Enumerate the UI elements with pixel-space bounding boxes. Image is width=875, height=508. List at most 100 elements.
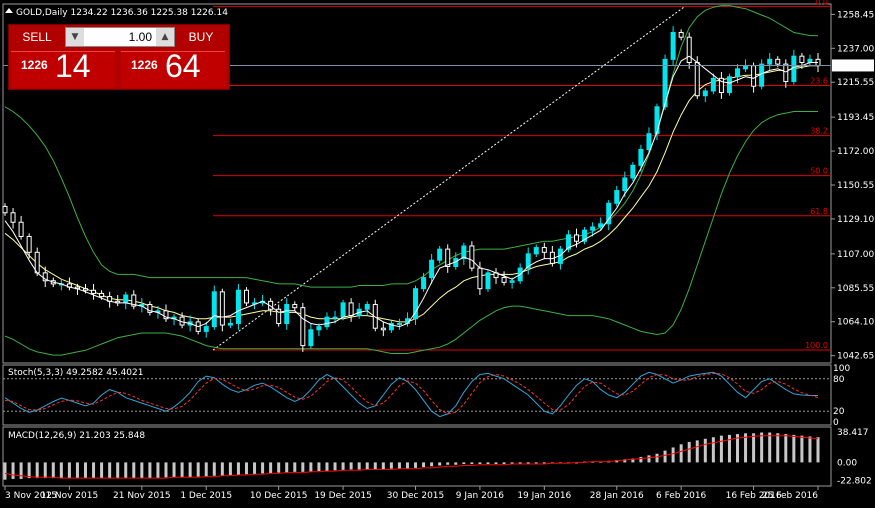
fibonacci-level-label: 50.0 xyxy=(810,167,828,176)
macd-histogram-bar xyxy=(116,462,120,479)
candle-body xyxy=(2,205,8,214)
lot-size-value[interactable]: 1.00 xyxy=(128,30,152,44)
macd-histogram-bar xyxy=(752,433,756,463)
macd-histogram-bar xyxy=(253,462,257,475)
macd-histogram-bar xyxy=(75,462,79,479)
macd-histogram-bar xyxy=(43,462,47,479)
sell-price-prefix: 1226 xyxy=(21,58,48,72)
collapse-arrow-icon xyxy=(5,8,13,13)
macd-histogram-bar xyxy=(19,462,23,479)
macd-histogram-bar xyxy=(687,441,691,463)
macd-histogram-bar xyxy=(736,434,740,463)
macd-histogram-bar xyxy=(381,462,385,470)
candle-body xyxy=(372,303,378,329)
candle-body xyxy=(163,310,169,320)
candle-body xyxy=(348,302,354,317)
macd-histogram-bar xyxy=(599,461,603,463)
macd-histogram-bar xyxy=(204,462,208,477)
macd-histogram-bar xyxy=(108,462,112,479)
fibonacci-level-label: 23.6 xyxy=(810,76,828,85)
macd-histogram-bar xyxy=(212,462,216,476)
bollinger-upper-line xyxy=(4,5,818,288)
macd-histogram-bar xyxy=(438,462,442,466)
price-pane-frame xyxy=(2,3,832,364)
macd-histogram-bar xyxy=(542,462,546,464)
macd-histogram-bar xyxy=(695,440,699,463)
price-axis-label: 1193.45 xyxy=(837,113,874,123)
macd-histogram-bar xyxy=(414,462,418,468)
macd-histogram-bar xyxy=(148,462,152,479)
macd-histogram-bar xyxy=(776,433,780,463)
macd-histogram-bar xyxy=(768,432,772,463)
candle-body xyxy=(340,302,346,318)
macd-histogram-bar xyxy=(389,462,393,469)
price-axis-label: 1237.00 xyxy=(837,44,874,54)
candle-body xyxy=(670,31,676,60)
macd-histogram-bar xyxy=(285,462,289,473)
macd-histogram-bar xyxy=(132,462,136,479)
candle-body xyxy=(380,327,386,331)
macd-histogram-bar xyxy=(156,462,160,479)
macd-histogram-bar xyxy=(478,462,482,464)
date-axis-label: 28 Jan 2016 xyxy=(590,491,644,501)
lot-increase-icon[interactable]: ▲ xyxy=(156,28,174,46)
macd-histogram-bar xyxy=(655,453,659,463)
macd-histogram-bar xyxy=(236,462,240,475)
price-axis-label: 1042.65 xyxy=(837,352,874,362)
candle-body xyxy=(735,68,741,78)
bollinger-lower-line xyxy=(4,111,818,356)
buy-price-box[interactable]: 1226 64 xyxy=(121,48,225,88)
macd-histogram-bar xyxy=(462,462,466,464)
date-axis-label: 3 Nov 2015 xyxy=(5,491,57,501)
macd-pane-title: MACD(12,26,9) 21.203 25.848 xyxy=(8,431,145,441)
candle-body xyxy=(308,329,314,347)
sell-price-box[interactable]: 1226 14 xyxy=(11,48,115,88)
macd-histogram-bar xyxy=(373,462,377,470)
candle-body xyxy=(726,76,732,94)
candle-body xyxy=(638,148,644,166)
macd-histogram-bar xyxy=(244,462,248,475)
candle-body xyxy=(147,303,153,313)
candle-body xyxy=(606,202,612,225)
candle-body xyxy=(743,65,749,70)
macd-histogram-bar xyxy=(301,462,305,472)
candle-body xyxy=(654,106,660,135)
candle-body xyxy=(276,308,282,324)
price-axis-label: 1215.55 xyxy=(837,78,874,88)
macd-histogram-bar xyxy=(744,433,748,463)
macd-histogram-bar xyxy=(422,462,426,468)
candle-body xyxy=(91,289,97,294)
macd-histogram-bar xyxy=(293,462,297,472)
macd-histogram-bar xyxy=(357,462,361,470)
candle-body xyxy=(131,294,137,307)
candle-body xyxy=(396,322,402,325)
macd-histogram-bar xyxy=(671,447,675,463)
candle-body xyxy=(461,245,467,260)
fibonacci-level-label: 0.0 xyxy=(815,0,828,6)
macd-histogram-bar xyxy=(760,432,764,463)
lot-size-stepper[interactable]: ▼ 1.00 ▲ xyxy=(65,27,175,47)
macd-histogram-bar xyxy=(92,462,96,479)
macd-histogram-bar xyxy=(703,438,707,463)
macd-histogram-bar xyxy=(486,462,490,464)
candle-body xyxy=(662,58,668,108)
candle-body xyxy=(18,221,24,237)
lot-decrease-icon[interactable]: ▼ xyxy=(66,28,84,46)
sell-button[interactable]: SELL xyxy=(22,30,52,44)
candle-body xyxy=(413,288,419,320)
price-axis-label: 1172.00 xyxy=(837,147,874,157)
macd-histogram-bar xyxy=(502,462,506,464)
candle-body xyxy=(501,277,507,283)
macd-histogram-bar xyxy=(83,462,87,479)
macd-histogram-bar xyxy=(140,462,144,479)
stochastic-pane-title: Stoch(5,3,3) 49.2582 45.4021 xyxy=(8,368,143,378)
buy-button[interactable]: BUY xyxy=(188,30,214,44)
price-axis-label: 1107.00 xyxy=(837,250,874,260)
candle-body xyxy=(509,280,515,283)
date-axis-label: 19 Dec 2015 xyxy=(314,491,372,501)
candle-body xyxy=(574,234,580,242)
candle-body xyxy=(702,90,708,97)
macd-histogram-bar xyxy=(11,462,15,479)
candle-body xyxy=(437,248,443,261)
macd-histogram-bar xyxy=(277,462,281,473)
